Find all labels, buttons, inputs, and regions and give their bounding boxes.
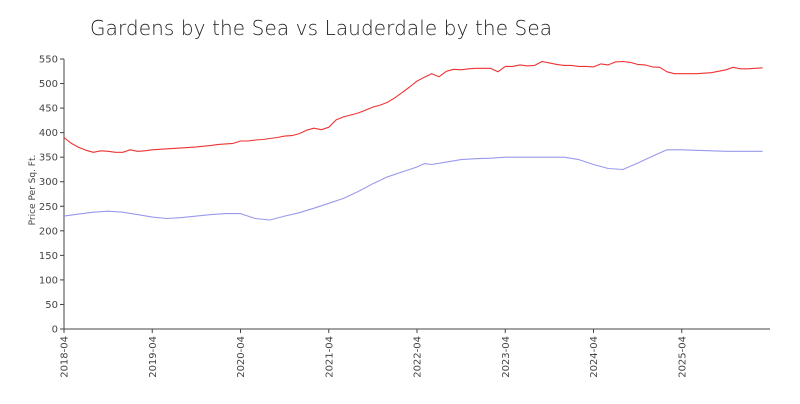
y-tick-label: 100 (39, 275, 58, 286)
chart-title: Gardens by the Sea vs Lauderdale by the … (90, 16, 553, 40)
y-tick-label: 0 (52, 325, 58, 336)
y-tick-label: 450 (39, 104, 58, 115)
y-tick-label: 550 (39, 55, 58, 66)
y-tick-label: 150 (39, 251, 58, 262)
x-tick-label: 2020-04 (236, 336, 247, 378)
y-tick-label: 200 (39, 226, 58, 237)
x-tick-label: 2024-04 (589, 336, 600, 378)
series-1-line (63, 60, 763, 153)
y-tick-label: 500 (39, 79, 58, 90)
y-tick-label: 50 (45, 300, 58, 311)
x-tick-label: 2025-04 (677, 336, 688, 378)
x-tick-label: 2019-04 (148, 336, 159, 378)
x-tick-label: 2018-04 (60, 336, 71, 378)
y-tick-label: 400 (39, 128, 58, 139)
y-tick-label: 250 (39, 202, 58, 213)
y-axis-label: Price Per Sq. Ft. (28, 155, 38, 226)
y-tick-label: 350 (39, 153, 58, 164)
y-tick-label: 300 (39, 177, 58, 188)
x-tick-label: 2021-04 (324, 336, 335, 378)
x-tick-label: 2022-04 (413, 336, 424, 378)
x-tick-label: 2023-04 (501, 336, 512, 378)
series-2-line (63, 149, 763, 221)
